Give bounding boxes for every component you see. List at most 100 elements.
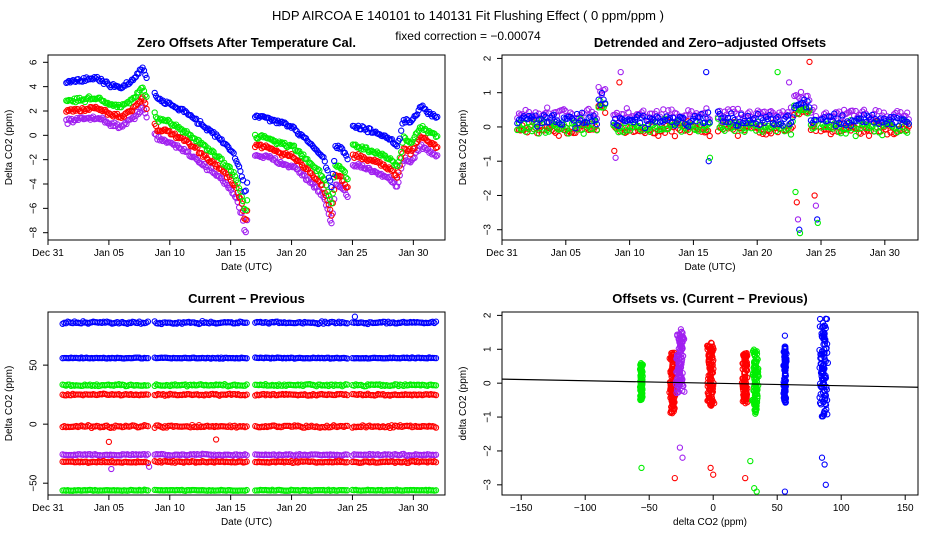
data-point-blue bbox=[904, 118, 911, 126]
data-point-blue bbox=[818, 364, 826, 372]
data-point-blue bbox=[703, 115, 710, 122]
data-point-red bbox=[328, 212, 335, 219]
x-tick-label: Jan 20 bbox=[277, 248, 307, 259]
x-tick-label: Dec 31 bbox=[32, 248, 64, 259]
data-point-red bbox=[707, 344, 715, 352]
data-point-purple bbox=[301, 172, 308, 180]
data-point-green bbox=[226, 163, 233, 171]
x-tick-label: Dec 31 bbox=[32, 503, 64, 514]
data-point-blue bbox=[329, 170, 336, 178]
x-tick-label: Jan 10 bbox=[155, 248, 185, 259]
data-point-red bbox=[105, 438, 113, 446]
data-point-blue bbox=[822, 400, 829, 407]
data-point-green bbox=[787, 131, 795, 138]
data-point-blue bbox=[827, 113, 834, 121]
data-point-green bbox=[168, 122, 176, 129]
data-point-green bbox=[753, 390, 761, 398]
data-point-green bbox=[580, 130, 587, 137]
data-point-blue bbox=[751, 114, 758, 122]
data-point-green bbox=[752, 349, 759, 356]
data-point-red bbox=[708, 398, 715, 405]
data-point-purple bbox=[665, 107, 672, 114]
data-point-blue bbox=[781, 367, 789, 375]
data-point-red bbox=[395, 169, 402, 176]
y-tick-label: −2 bbox=[29, 154, 40, 166]
data-point-red bbox=[144, 391, 152, 398]
data-point-blue bbox=[336, 145, 343, 152]
data-point-blue bbox=[804, 98, 811, 105]
data-point-blue bbox=[532, 112, 539, 119]
data-point-blue bbox=[860, 111, 868, 118]
data-point-red bbox=[602, 109, 609, 116]
data-point-blue bbox=[190, 114, 197, 122]
data-point-green bbox=[741, 128, 748, 135]
data-point-red bbox=[175, 134, 182, 142]
data-point-blue bbox=[131, 74, 138, 82]
data-point-red bbox=[743, 353, 750, 360]
data-point-green bbox=[522, 128, 529, 135]
data-point-blue bbox=[578, 109, 586, 116]
data-point-green bbox=[786, 122, 793, 130]
data-point-red bbox=[261, 143, 268, 150]
data-point-red bbox=[743, 362, 751, 369]
data-point-red bbox=[88, 424, 95, 432]
data-point-blue bbox=[242, 187, 249, 194]
data-point-purple bbox=[560, 106, 567, 113]
data-point-green bbox=[222, 162, 229, 169]
data-point-red bbox=[144, 459, 152, 467]
data-point-blue bbox=[780, 394, 787, 401]
data-point-blue bbox=[753, 120, 760, 128]
x-tick-label: −100 bbox=[574, 503, 597, 514]
data-point-blue bbox=[821, 322, 829, 330]
data-point-purple bbox=[393, 183, 401, 190]
data-point-green bbox=[231, 173, 239, 180]
data-point-green bbox=[854, 125, 861, 133]
data-point-blue bbox=[64, 79, 71, 86]
data-point-green bbox=[235, 185, 243, 192]
data-point-purple bbox=[679, 454, 686, 461]
data-point-blue bbox=[324, 167, 331, 174]
x-tick-label: 50 bbox=[772, 503, 784, 514]
data-point-red bbox=[71, 106, 78, 113]
data-point-red bbox=[104, 111, 111, 118]
plot-frame bbox=[47, 311, 446, 496]
data-point-red bbox=[235, 193, 243, 201]
data-point-blue bbox=[434, 113, 441, 121]
data-point-green bbox=[529, 127, 536, 135]
data-point-red bbox=[297, 158, 304, 166]
data-point-blue bbox=[534, 123, 541, 130]
data-point-green bbox=[142, 92, 149, 99]
data-point-red bbox=[432, 459, 440, 466]
data-point-blue bbox=[151, 89, 158, 97]
data-point-green bbox=[578, 126, 586, 133]
data-point-blue bbox=[889, 120, 896, 128]
data-point-blue bbox=[124, 320, 131, 327]
data-point-green bbox=[123, 100, 130, 107]
x-tick-label: Jan 05 bbox=[551, 248, 581, 259]
data-point-purple bbox=[385, 173, 393, 181]
data-point-green bbox=[144, 487, 152, 494]
x-tick-label: Jan 10 bbox=[615, 248, 645, 259]
data-point-blue bbox=[801, 96, 808, 103]
data-point-purple bbox=[812, 202, 820, 209]
data-point-purple bbox=[677, 365, 684, 372]
data-point-green bbox=[234, 179, 241, 186]
data-point-purple bbox=[880, 109, 888, 116]
data-point-red bbox=[707, 401, 714, 408]
data-point-red bbox=[432, 391, 440, 399]
x-axis-label: Date (UTC) bbox=[221, 517, 272, 528]
data-point-red bbox=[143, 105, 150, 113]
data-point-red bbox=[432, 424, 440, 431]
data-point-blue bbox=[197, 117, 204, 125]
data-point-blue bbox=[645, 120, 652, 128]
data-point-blue bbox=[598, 89, 606, 97]
data-point-blue bbox=[343, 152, 350, 159]
data-point-red bbox=[212, 436, 220, 443]
data-point-red bbox=[811, 192, 818, 199]
y-tick-label: 0 bbox=[483, 124, 494, 130]
data-point-blue bbox=[527, 115, 534, 122]
data-point-red bbox=[369, 158, 377, 165]
data-point-blue bbox=[154, 95, 161, 102]
data-point-blue bbox=[432, 318, 440, 325]
data-point-green bbox=[243, 486, 250, 494]
